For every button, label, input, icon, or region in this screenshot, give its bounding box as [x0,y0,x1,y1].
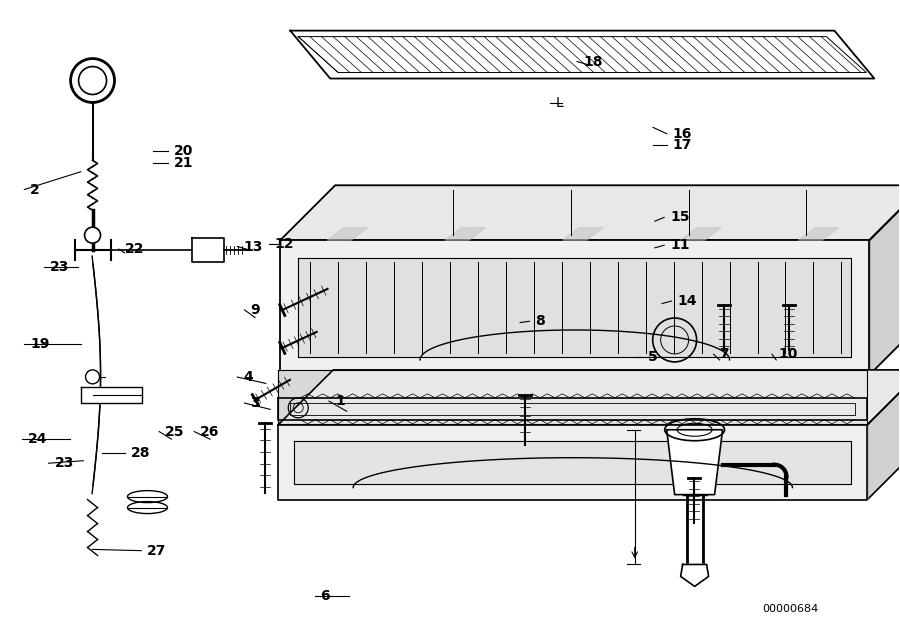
Text: 12: 12 [274,237,294,251]
Polygon shape [298,258,851,357]
Polygon shape [193,238,224,262]
Text: 3: 3 [250,396,260,410]
Text: 27: 27 [148,544,166,558]
Text: 19: 19 [31,337,50,351]
Text: 7: 7 [720,347,729,361]
Polygon shape [680,565,708,586]
Polygon shape [278,425,868,500]
Text: 20: 20 [174,145,194,159]
Polygon shape [667,430,723,495]
Circle shape [85,227,101,243]
Polygon shape [280,185,900,240]
Text: 4: 4 [243,370,253,384]
Polygon shape [445,228,485,240]
Text: 23: 23 [55,456,74,471]
Text: 8: 8 [536,314,545,328]
Polygon shape [798,228,839,240]
Text: 9: 9 [250,303,260,317]
Polygon shape [280,240,869,375]
Text: 15: 15 [670,210,689,224]
Text: 25: 25 [165,425,184,439]
Text: 16: 16 [673,127,692,141]
Text: 6: 6 [320,589,330,603]
Polygon shape [868,370,900,500]
Text: L: L [556,97,563,110]
Text: 24: 24 [28,432,47,446]
Polygon shape [278,370,900,425]
Polygon shape [869,185,900,375]
Text: 22: 22 [125,242,144,256]
Polygon shape [81,387,142,403]
Text: 10: 10 [778,347,797,361]
Polygon shape [294,441,851,484]
Polygon shape [680,228,721,240]
Text: 13: 13 [243,239,263,253]
Polygon shape [562,228,603,240]
Text: 17: 17 [673,138,692,152]
Polygon shape [290,30,874,79]
Text: 18: 18 [583,55,602,69]
Text: 11: 11 [670,238,689,252]
Polygon shape [328,228,367,240]
Text: 2: 2 [31,182,40,196]
Polygon shape [278,370,868,425]
Text: 26: 26 [200,425,220,439]
Text: 14: 14 [678,294,697,308]
Polygon shape [278,398,868,420]
Text: 5: 5 [648,350,657,364]
Text: 21: 21 [174,156,194,170]
Text: 1: 1 [335,394,345,408]
Text: 23: 23 [50,260,69,274]
Text: 00000684: 00000684 [762,604,819,614]
Text: 28: 28 [131,446,150,460]
